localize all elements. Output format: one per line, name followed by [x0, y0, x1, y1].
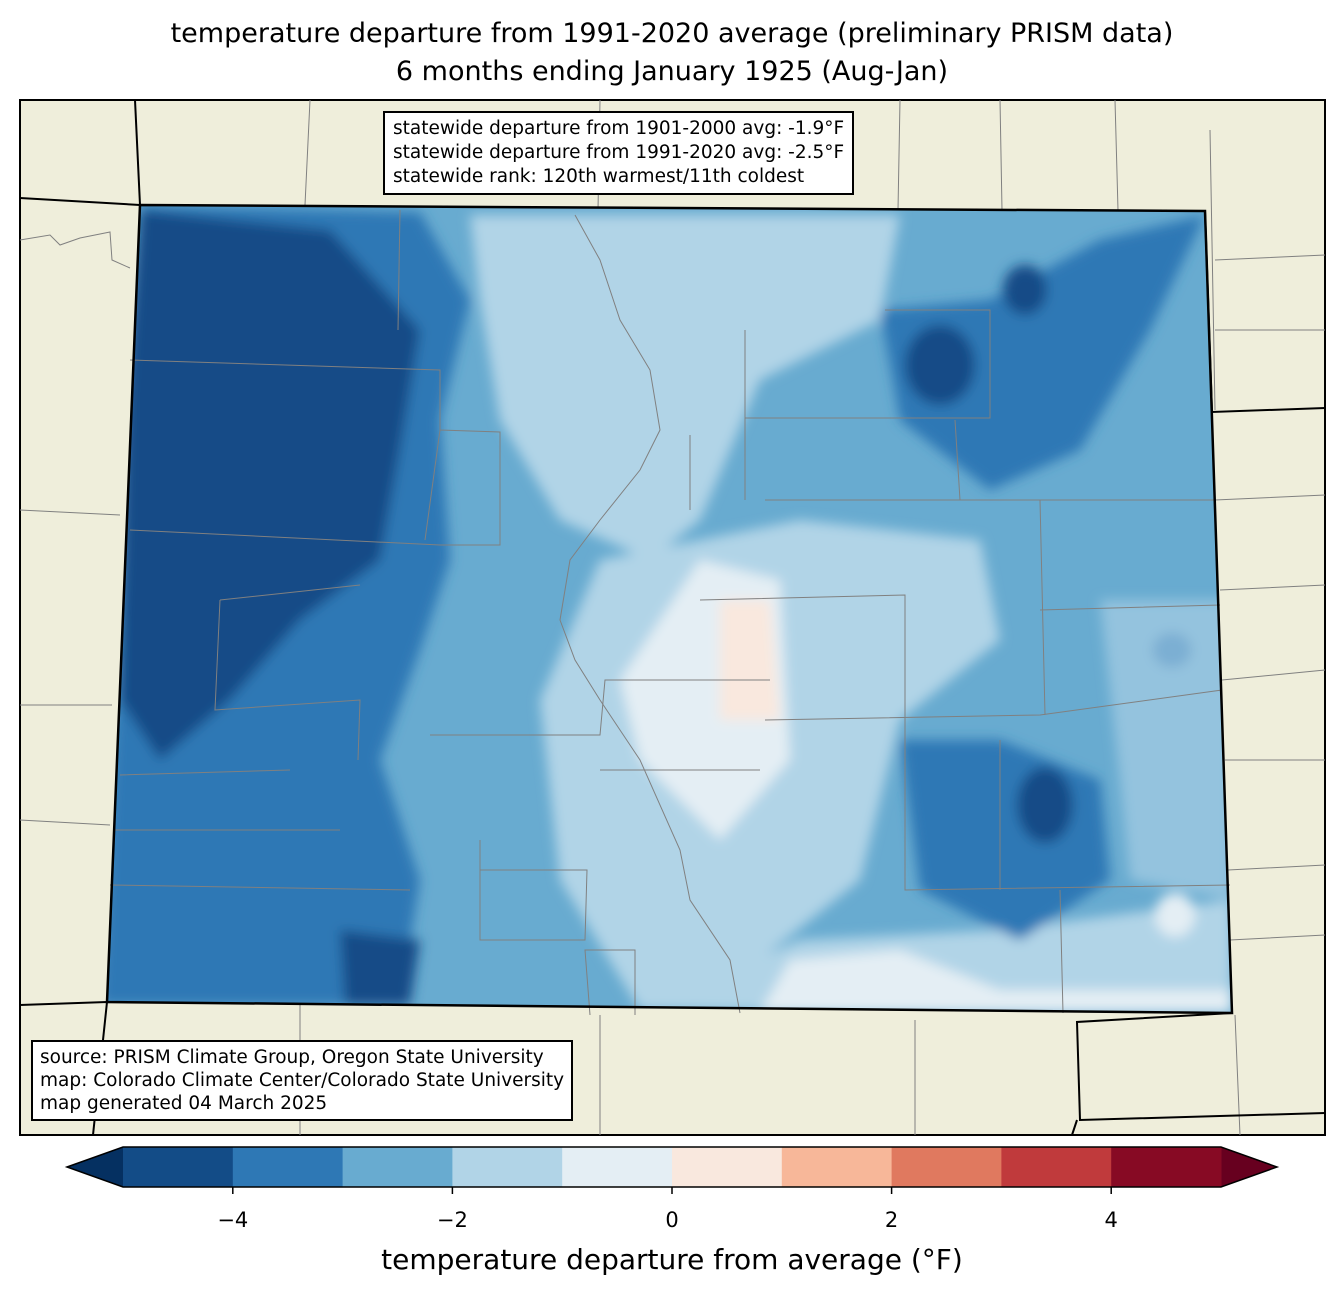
colorbar-label: temperature departure from average (°F) [381, 1243, 963, 1276]
colorbar-bin [123, 1147, 234, 1187]
temperature-departure-field [107, 205, 1232, 1013]
colorbar [64, 1146, 1280, 1194]
colorbar-tick-label: 2 [884, 1208, 899, 1232]
colorbar-bin [891, 1147, 1002, 1187]
source-box: source: PRISM Climate Group, Oregon Stat… [31, 1040, 574, 1121]
neighbor-county-lines [19, 99, 1326, 1136]
statewide-stats-box: statewide departure from 1901-2000 avg: … [383, 111, 855, 195]
map-credit-line: map: Colorado Climate Center/Colorado St… [40, 1070, 565, 1091]
colorbar-tick-label: −2 [436, 1208, 468, 1232]
colorbar-tick-label: 0 [665, 1208, 679, 1232]
stats-departure-1901-2000: statewide departure from 1901-2000 avg: … [393, 118, 845, 139]
colorbar-bin [781, 1147, 893, 1187]
colorbar-bin [672, 1147, 783, 1187]
colorbar-bin [562, 1147, 673, 1187]
colorbar-bin [232, 1147, 344, 1187]
colorbar-bin [1001, 1147, 1112, 1187]
stats-rank: statewide rank: 120th warmest/11th colde… [393, 166, 805, 187]
source-line: source: PRISM Climate Group, Oregon Stat… [40, 1047, 544, 1068]
colorbar-tick-label: 4 [1104, 1208, 1118, 1232]
stats-departure-1991-2020: statewide departure from 1991-2020 avg: … [393, 142, 845, 163]
colorbar-bin [342, 1147, 453, 1187]
generated-date-line: map generated 04 March 2025 [40, 1093, 328, 1114]
colorbar-extend-low [67, 1147, 123, 1187]
map-subtitle: 6 months ending January 1925 (Aug-Jan) [395, 56, 949, 87]
colorbar-extend-high [1221, 1147, 1277, 1187]
map-title: temperature departure from 1991-2020 ave… [170, 18, 1174, 49]
colorbar-bin [1111, 1147, 1222, 1187]
colorbar-outline [64, 1146, 1280, 1188]
colorbar-bin [452, 1147, 563, 1187]
colorbar-tick-label: −4 [217, 1208, 249, 1232]
county-borders [109, 209, 1231, 1016]
